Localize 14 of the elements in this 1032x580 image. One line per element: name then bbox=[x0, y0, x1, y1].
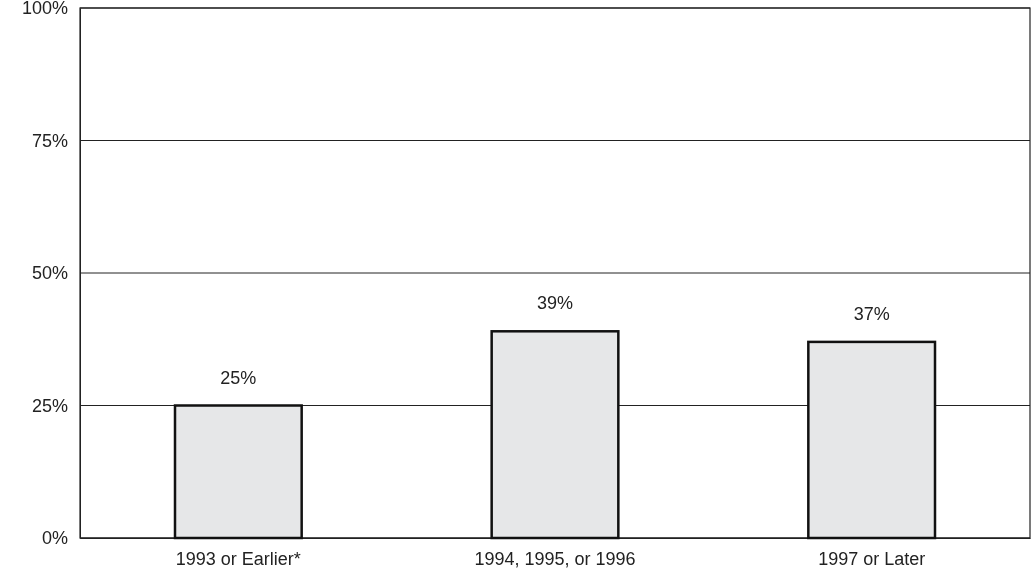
data-label: 37% bbox=[853, 303, 890, 324]
y-tick-label: 50% bbox=[31, 263, 68, 284]
x-tick-label: 1994, 1995, or 1996 bbox=[474, 548, 636, 569]
x-tick-label: 1993 or Earlier* bbox=[175, 548, 301, 569]
data-label: 25% bbox=[220, 367, 257, 388]
bar bbox=[807, 340, 937, 540]
y-tick-label: 100% bbox=[21, 0, 68, 19]
data-label: 39% bbox=[536, 293, 574, 314]
y-tick-label: 75% bbox=[31, 130, 68, 151]
bar bbox=[490, 330, 620, 540]
y-tick-label: 0% bbox=[41, 528, 68, 549]
y-tick-label: 25% bbox=[31, 395, 68, 416]
bar bbox=[173, 404, 303, 540]
x-tick-label: 1997 or Later bbox=[818, 548, 926, 569]
